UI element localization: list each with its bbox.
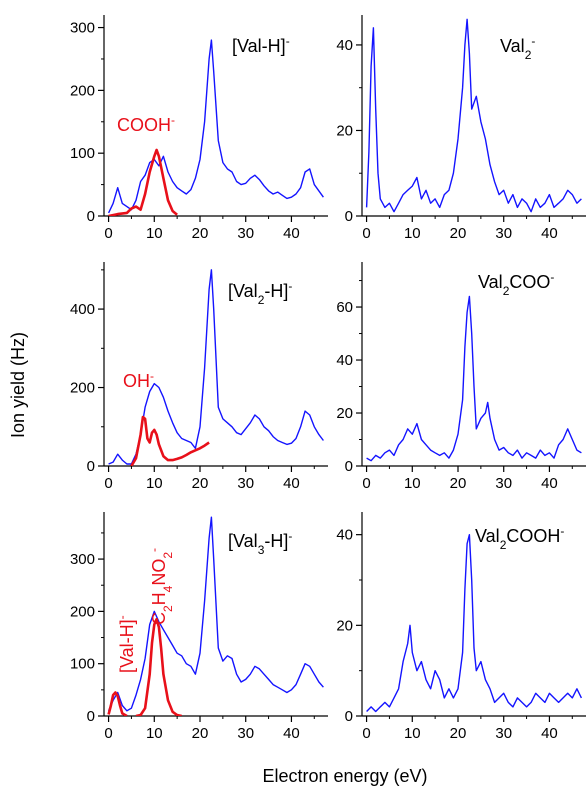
y-tick-label: 300 — [70, 20, 95, 37]
x-tick-label: 40 — [283, 225, 300, 242]
panel-d: 0 10 20 30 40 0 20 40 60 Val2COO- — [336, 262, 586, 492]
x-axis-title: Electron energy (eV) — [262, 766, 427, 786]
x-tick-label: 20 — [450, 225, 467, 242]
panel-e: 0 10 20 30 40 0 100 200 300 [Val-H]- C2H4NO2- [Val3… — [70, 512, 328, 742]
panel-b: 0 10 20 30 40 0 20 40 Val2- — [336, 15, 586, 242]
x-tick-label: 20 — [192, 725, 209, 742]
y-tick-label: 20 — [336, 122, 353, 139]
y-tick-label: 0 — [345, 208, 353, 225]
panel-label: [Val2-H]- — [228, 279, 292, 307]
x-tick-label: 0 — [104, 225, 112, 242]
series-line-blue — [366, 534, 583, 713]
panel-f: 0 10 20 30 40 0 20 40 Val2COOH- — [336, 512, 586, 742]
x-tick-label: 0 — [104, 725, 112, 742]
y-tick-label: 100 — [70, 145, 95, 162]
x-tick-label: 20 — [192, 225, 209, 242]
curve-annotation: [Val-H]- — [115, 615, 137, 673]
x-tick-label: 40 — [541, 475, 558, 492]
x-tick-label: 10 — [404, 475, 421, 492]
curve-annotation: OH- — [123, 369, 154, 391]
fit-curve-red — [135, 617, 182, 716]
x-tick-label: 40 — [283, 725, 300, 742]
x-tick-label: 0 — [362, 475, 370, 492]
y-tick-label: 40 — [336, 527, 353, 544]
panel-a: 0 10 20 30 40 0 100 200 300 COOH- [Val-H]- — [70, 15, 328, 242]
x-tick-label: 20 — [450, 475, 467, 492]
panel-label: Val2COO- — [478, 270, 554, 298]
x-tick-label: 10 — [146, 225, 163, 242]
panel-label: [Val-H]- — [232, 34, 290, 56]
x-tick-label: 10 — [404, 725, 421, 742]
x-tick-label: 40 — [541, 725, 558, 742]
y-tick-label: 40 — [336, 352, 353, 369]
fit-curve-red — [130, 415, 210, 466]
y-tick-label: 60 — [336, 299, 353, 316]
curve-annotation: C2H4NO2- — [147, 548, 175, 625]
series-line-blue — [365, 18, 582, 213]
x-tick-label: 20 — [450, 725, 467, 742]
y-tick-label: 400 — [70, 301, 95, 318]
y-axis-title: Ion yield (Hz) — [8, 332, 28, 438]
series-line-blue — [108, 269, 324, 465]
y-tick-label: 300 — [70, 551, 95, 568]
x-tick-label: 30 — [237, 725, 254, 742]
series-line-blue — [107, 516, 324, 712]
x-tick-label: 0 — [104, 475, 112, 492]
x-tick-label: 40 — [541, 225, 558, 242]
x-tick-label: 0 — [362, 725, 370, 742]
y-tick-label: 200 — [70, 82, 95, 99]
y-tick-label: 0 — [87, 458, 95, 475]
y-tick-label: 40 — [336, 37, 353, 54]
x-tick-label: 30 — [237, 475, 254, 492]
x-tick-label: 10 — [146, 475, 163, 492]
y-tick-label: 0 — [345, 458, 353, 475]
x-tick-label: 10 — [146, 725, 163, 742]
x-tick-label: 40 — [283, 475, 300, 492]
x-tick-label: 0 — [362, 225, 370, 242]
fit-curve-red — [108, 148, 178, 216]
y-tick-label: 200 — [70, 380, 95, 397]
x-tick-label: 20 — [192, 475, 209, 492]
x-tick-label: 30 — [495, 475, 512, 492]
y-tick-label: 0 — [345, 708, 353, 725]
panel-label: Val2COOH- — [475, 524, 564, 552]
y-tick-label: 20 — [336, 617, 353, 634]
curve-annotation: COOH- — [117, 113, 175, 135]
panel-label: [Val3-H]- — [228, 529, 292, 557]
x-tick-label: 30 — [237, 225, 254, 242]
fit-curve-red — [107, 691, 128, 716]
series-line-blue — [107, 39, 324, 214]
y-tick-label: 0 — [87, 708, 95, 725]
x-tick-label: 30 — [495, 725, 512, 742]
y-tick-label: 200 — [70, 603, 95, 620]
x-tick-label: 10 — [404, 225, 421, 242]
series-line-blue — [366, 295, 582, 462]
y-tick-label: 0 — [87, 208, 95, 225]
panel-label: Val2- — [500, 34, 535, 62]
x-tick-label: 30 — [495, 225, 512, 242]
y-tick-label: 100 — [70, 656, 95, 673]
y-tick-label: 20 — [336, 405, 353, 422]
